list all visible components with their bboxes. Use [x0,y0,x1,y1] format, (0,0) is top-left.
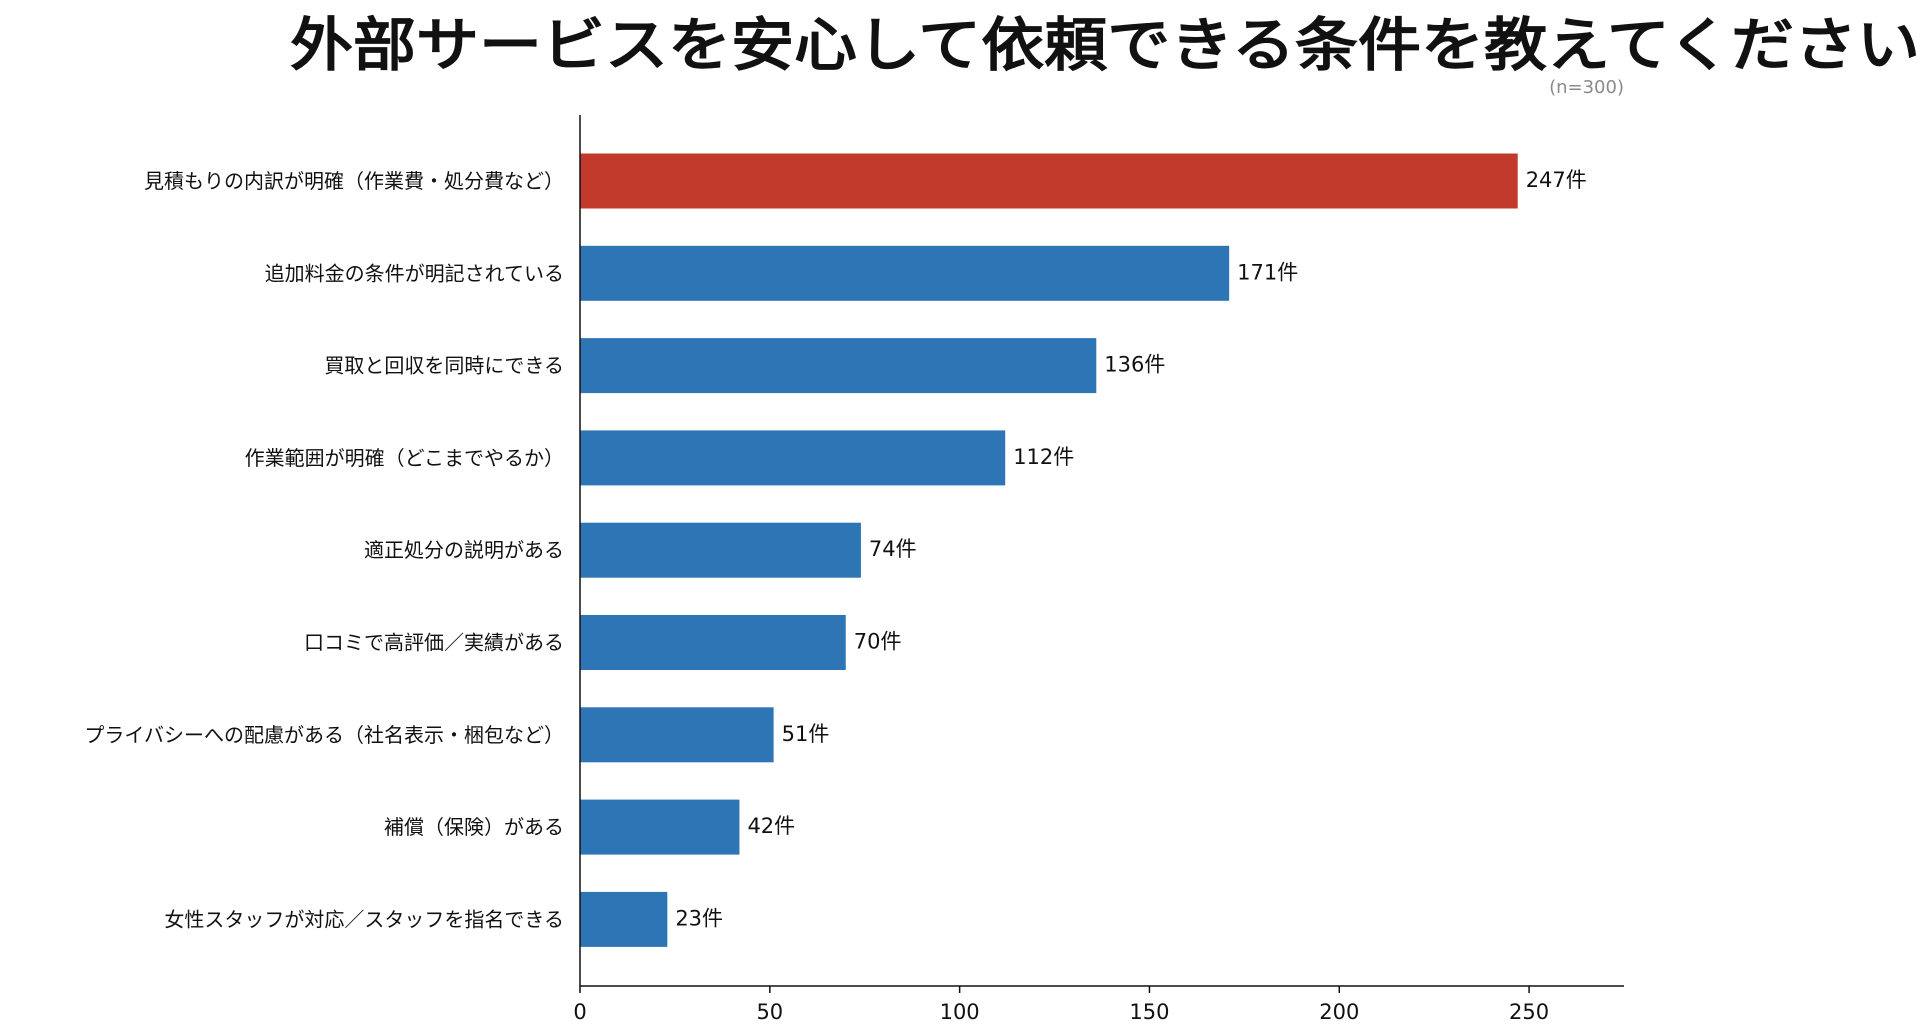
x-ticks-layer: 0 50 100 150 200 250 [573,986,1549,1024]
value-label-1: 247件 [1526,168,1587,192]
category-labels-layer: 見積もりの内訳が明確（作業費・処分費など） 追加料金の条件が明記されている買取と回… [84,169,564,931]
x-tick-label-5: 200 [1319,1000,1359,1024]
bar-5 [580,522,861,578]
value-label-2: 171件 [1237,260,1298,284]
value-label-9: 23件 [675,906,723,930]
x-tick-label-3: 100 [940,1000,980,1024]
bar-6 [580,615,846,670]
sample-size-note: (n=300) [1549,77,1624,98]
value-label-8: 42件 [747,814,795,838]
category-label-2: 追加料金の条件が明記されている [265,261,564,285]
value-labels-layer: 247件 171件 136件 112件 74件 70件 51件 42件 23件 [675,168,1586,930]
bar-4 [580,430,1006,486]
bar-3 [580,338,1097,394]
bar-8 [580,799,740,855]
category-label-5: 適正処分の説明がある [364,538,564,562]
value-label-3: 136件 [1104,353,1165,377]
category-label-6: 口コミで高評価／実績がある [304,631,564,655]
chart-title: 外部サービスを安心して依頼できる条件を教えてください [290,11,1920,79]
category-label-4: 作業範囲が明確（どこまでやるか） [245,446,564,470]
category-label-9: 女性スタッフが対応／スタッフを指名できる [164,907,564,931]
value-label-7: 51件 [782,722,830,746]
x-tick-label-1: 0 [573,1000,586,1024]
x-tick-label-4: 150 [1129,1000,1169,1024]
category-label-8: 補償（保険）がある [384,815,564,839]
bar-9 [580,891,668,947]
value-label-5: 74件 [869,537,917,561]
bar-2 [580,245,1230,301]
x-tick-label-6: 250 [1509,1000,1549,1024]
value-label-4: 112件 [1013,445,1074,469]
category-label-1: 見積もりの内訳が明確（作業費・処分費など） [144,169,564,193]
bar-1 [580,153,1518,209]
value-label-6: 70件 [854,630,902,654]
bar-7 [580,707,774,763]
category-label-3: 買取と回収を同時にできる [324,354,564,378]
bars-layer [580,153,1518,947]
category-label-7: プライバシーへの配慮がある（社名表示・梱包など） [84,723,564,747]
x-tick-label-2: 50 [756,1000,783,1024]
